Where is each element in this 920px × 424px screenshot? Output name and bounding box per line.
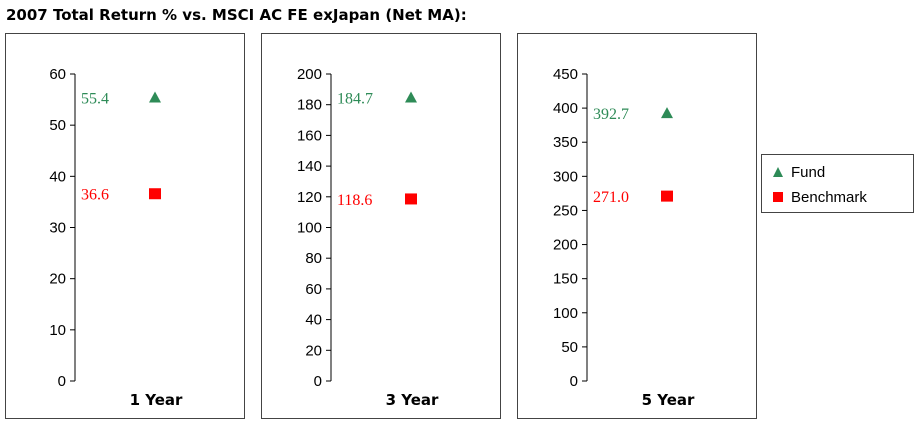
fund-value-label-5-year: 392.7 [593, 106, 629, 123]
benchmark-point-5-year [661, 190, 673, 202]
y-tick-label: 100 [297, 220, 322, 237]
y-tick-label: 350 [553, 134, 578, 151]
legend-item-benchmark: Benchmark [772, 187, 867, 207]
y-tick-label: 150 [553, 271, 578, 288]
y-tick-label: 60 [49, 66, 66, 83]
legend: Fund Benchmark [761, 154, 914, 213]
chart-title: 2007 Total Return % vs. MSCI AC FE exJap… [6, 6, 467, 24]
benchmark-point-1-year [149, 188, 161, 200]
y-tick-label: 50 [49, 117, 66, 134]
y-tick-label: 160 [297, 127, 322, 144]
y-tick-label: 0 [58, 373, 66, 390]
chart-panel-1-year: 0 10 20 30 40 50 60 1 Year 55.4 36.6 [5, 33, 245, 419]
fund-point-3-year [405, 91, 417, 103]
legend-label-benchmark: Benchmark [791, 188, 867, 206]
legend-label-fund: Fund [791, 163, 826, 181]
y-tick-label: 60 [305, 281, 322, 298]
y-tick-label: 300 [553, 168, 578, 185]
y-tick-label: 100 [553, 305, 578, 322]
y-tick-label: 20 [49, 271, 66, 288]
y-tick-label: 40 [305, 312, 322, 329]
chart-svg-3-year: 0 20 40 60 80 100 120 140 160 180 200 3 Year 184.7 11… [297, 66, 439, 409]
y-tick-label: 50 [561, 339, 578, 356]
y-tick-label: 200 [297, 66, 322, 83]
legend-item-fund: Fund [772, 162, 825, 182]
legend-benchmark-marker [773, 192, 783, 202]
benchmark-point-3-year [405, 193, 417, 205]
legend-fund-marker [773, 167, 783, 177]
square-marker-icon [773, 192, 783, 202]
benchmark-value-label-3-year: 118.6 [337, 192, 372, 209]
fund-point-1-year [149, 91, 161, 103]
y-tick-label: 40 [49, 168, 66, 185]
benchmark-value-label-1-year: 36.6 [81, 187, 109, 204]
category-label: 1 Year [130, 391, 183, 409]
y-tick-label: 140 [297, 158, 322, 175]
y-tick-label: 450 [553, 66, 578, 83]
y-tick-label: 120 [297, 189, 322, 206]
y-tick-label: 180 [297, 97, 322, 114]
y-tick-label: 30 [49, 220, 66, 237]
y-tick-label: 200 [553, 237, 578, 254]
y-tick-label: 10 [49, 322, 66, 339]
chart-panel-3-year: 0 20 40 60 80 100 120 140 160 180 200 3 Year 184.7 11… [261, 33, 501, 419]
fund-value-label-1-year: 55.4 [81, 91, 109, 108]
category-label: 5 Year [642, 391, 695, 409]
chart-panel-5-year: 0 50 100 150 200 250 300 350 400 450 5 Year 392.7 27… [517, 33, 757, 419]
y-tick-label: 400 [553, 100, 578, 117]
y-tick-label: 0 [314, 373, 322, 390]
y-tick-label: 80 [305, 250, 322, 267]
y-tick-label: 250 [553, 202, 578, 219]
chart-svg-1-year: 0 10 20 30 40 50 60 1 Year 55.4 36.6 [49, 66, 183, 409]
chart-svg-5-year: 0 50 100 150 200 250 300 350 400 450 5 Year 392.7 27… [553, 66, 695, 409]
category-label: 3 Year [386, 391, 439, 409]
triangle-marker-icon [773, 167, 783, 177]
y-tick-label: 0 [570, 373, 578, 390]
fund-value-label-3-year: 184.7 [337, 90, 373, 107]
y-tick-label: 20 [305, 342, 322, 359]
benchmark-value-label-5-year: 271.0 [593, 189, 629, 206]
fund-point-5-year [661, 107, 673, 119]
